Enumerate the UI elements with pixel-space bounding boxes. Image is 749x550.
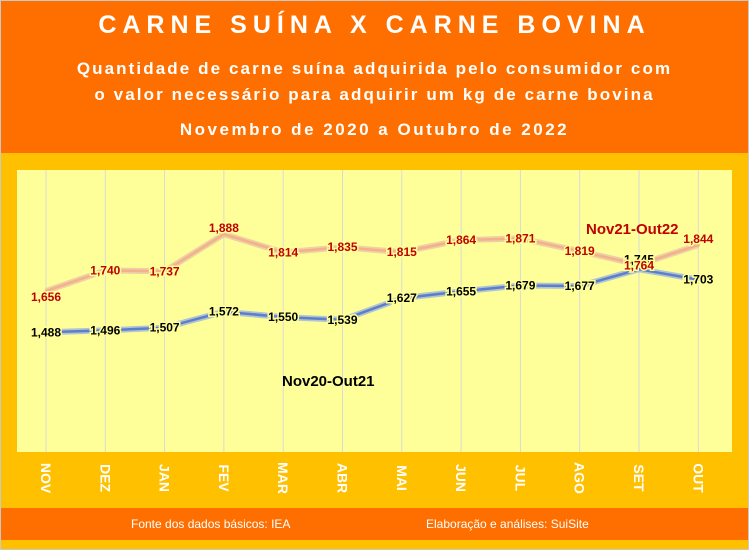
x-tick-label: JUL	[512, 465, 528, 492]
footer-credits: Elaboração e análises: SuiSite	[426, 517, 589, 531]
data-point	[578, 249, 582, 253]
data-point	[696, 278, 700, 282]
data-label: 1,835	[327, 240, 357, 254]
data-point	[518, 283, 522, 287]
header-banner: CARNE SUÍNA X CARNE BOVINA Quantidade de…	[1, 1, 748, 153]
x-tick-label: DEZ	[97, 464, 113, 492]
data-label: 1,703	[683, 273, 713, 287]
data-point	[341, 245, 344, 249]
chart-period: Novembro de 2020 a Outubro de 2022	[179, 120, 570, 139]
x-tick-label: MAR	[275, 462, 291, 494]
data-label: 1,740	[90, 264, 120, 278]
data-label: 1,871	[505, 231, 535, 245]
data-point	[163, 269, 167, 273]
data-point	[637, 267, 641, 271]
data-label: 1,655	[446, 284, 476, 298]
data-point	[44, 330, 48, 334]
data-point	[281, 250, 285, 254]
series-line	[45, 268, 699, 334]
x-tick-label: ABR	[335, 463, 351, 493]
x-tick-label: AGO	[572, 462, 588, 494]
series-name-label: Nov21-Out22	[586, 221, 679, 238]
data-point	[400, 296, 404, 300]
data-label: 1,539	[327, 313, 357, 327]
chart-title: CARNE SUÍNA X CARNE BOVINA	[98, 11, 651, 39]
data-point	[222, 310, 226, 314]
data-point	[637, 263, 641, 267]
data-label: 1,815	[387, 245, 417, 259]
x-tick-label: JUN	[453, 464, 469, 492]
data-label: 1,679	[505, 278, 535, 292]
footer-banner: Fonte dos dados básicos: IEA Elaboração …	[1, 508, 748, 540]
data-label: 1,572	[209, 305, 239, 319]
data-label: 1,627	[387, 291, 417, 305]
series-name-label: Nov20-Out21	[282, 373, 375, 390]
footer-source: Fonte dos dados básicos: IEA	[131, 517, 291, 531]
data-point	[103, 328, 107, 332]
data-label: 1,488	[31, 325, 61, 339]
data-point	[459, 289, 463, 293]
data-label: 1,737	[150, 264, 180, 278]
data-label: 1,677	[565, 279, 595, 293]
data-label: 1,550	[268, 310, 298, 324]
x-tick-label: NOV	[38, 463, 54, 494]
data-point	[459, 238, 463, 242]
data-point	[578, 284, 582, 288]
x-tick-label: MAI	[394, 465, 410, 491]
data-label: 1,844	[683, 232, 713, 246]
data-point	[103, 269, 107, 273]
data-label: 1,814	[268, 245, 298, 259]
data-label: 1,888	[209, 221, 239, 235]
x-tick-label: JAN	[157, 464, 173, 492]
data-label: 1,764	[624, 259, 654, 273]
data-point	[222, 232, 226, 236]
data-point	[44, 289, 48, 293]
data-label: 1,496	[90, 323, 120, 337]
data-point	[696, 243, 700, 247]
x-tick-label: SET	[631, 464, 647, 492]
data-point	[341, 318, 344, 322]
bottom-strip	[1, 540, 748, 549]
chart-subtitle-line1: Quantidade de carne suína adquirida pelo…	[76, 59, 673, 78]
data-point	[400, 250, 404, 254]
data-label: 1,819	[565, 244, 595, 258]
data-point	[163, 326, 167, 330]
series-line	[45, 232, 699, 293]
data-label: 1,745	[624, 252, 654, 266]
data-label: 1,507	[150, 321, 180, 335]
x-tick-label: FEV	[216, 464, 232, 492]
data-point	[281, 315, 285, 319]
data-label: 1,656	[31, 290, 61, 304]
chart-subtitle-line2: o valor necessário para adquirir um kg d…	[94, 85, 655, 104]
data-point	[518, 236, 522, 240]
x-tick-label: OUT	[690, 463, 706, 493]
data-label: 1,864	[446, 233, 476, 247]
